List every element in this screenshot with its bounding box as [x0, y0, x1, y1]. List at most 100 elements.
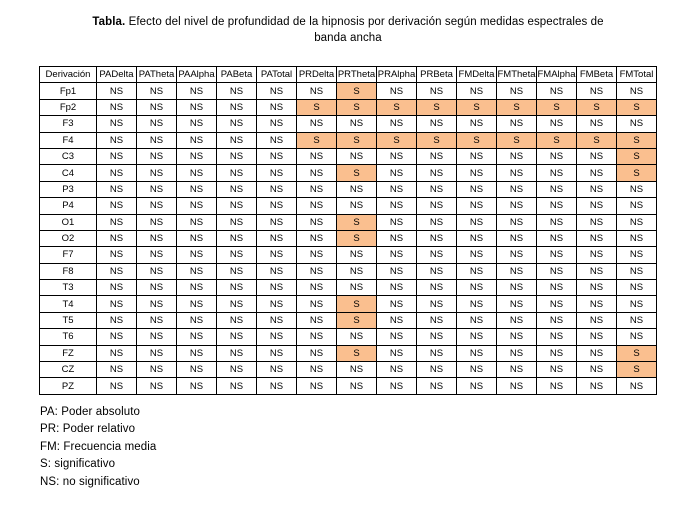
table-cell: NS	[496, 164, 537, 182]
table-cell: NS	[416, 344, 457, 363]
table-row: C3 NS NS NS NS NS NS NS NS NS NS NS NS NS S	[39, 147, 657, 166]
table-cell: NS	[216, 213, 257, 231]
table-cell: NS	[176, 147, 217, 166]
table-cell: NS	[96, 82, 137, 100]
table-cell: NS	[496, 361, 537, 379]
table-cell: S	[616, 147, 657, 166]
table-cell: NS	[256, 262, 297, 281]
table-cell: NS	[496, 197, 537, 215]
table-cell: NS	[496, 262, 537, 281]
table-cell: NS	[296, 311, 337, 330]
table-cell: NS	[376, 311, 417, 330]
row-label: T3	[39, 279, 97, 297]
table-cell: NS	[416, 197, 457, 215]
row-label: T5	[39, 311, 97, 330]
table-cell: NS	[256, 82, 297, 100]
table-cell: S	[576, 131, 617, 149]
table-cell: NS	[96, 328, 137, 346]
table-cell: NS	[416, 164, 457, 182]
table-cell: NS	[176, 180, 217, 199]
table-cell: S	[336, 82, 377, 100]
table-cell: S	[376, 98, 417, 117]
table-cell: NS	[576, 147, 617, 166]
legend: PA: Poder absoluto PR: Poder relativo FM…	[40, 404, 696, 492]
column-header: FMDelta	[456, 65, 497, 84]
table-cell: NS	[176, 98, 217, 117]
row-label: T4	[39, 295, 97, 313]
table-cell: NS	[136, 246, 177, 264]
table-cell: NS	[416, 328, 457, 346]
table-cell: NS	[96, 262, 137, 281]
table-cell: NS	[616, 229, 657, 248]
table-cell: NS	[416, 82, 457, 100]
table-cell: NS	[376, 115, 417, 133]
row-label: PZ	[39, 377, 97, 395]
table-cell: NS	[256, 295, 297, 313]
table-cell: NS	[456, 344, 497, 363]
table-cell: NS	[176, 377, 217, 395]
table-cell: NS	[176, 262, 217, 281]
table-cell: NS	[96, 229, 137, 248]
table-cell: NS	[216, 262, 257, 281]
table-row: F3 NS NS NS NS NS NS NS NS NS NS NS NS NS NS	[39, 115, 657, 133]
table-cell: NS	[416, 262, 457, 281]
table-cell: NS	[576, 311, 617, 330]
table-cell: NS	[216, 361, 257, 379]
table-cell: NS	[576, 246, 617, 264]
table-cell: NS	[176, 115, 217, 133]
row-label: P3	[39, 180, 97, 199]
table-cell: S	[336, 98, 377, 117]
table-cell: NS	[456, 295, 497, 313]
table-cell: NS	[456, 213, 497, 231]
table-cell: NS	[336, 328, 377, 346]
table-cell: NS	[536, 377, 577, 395]
table-cell: NS	[136, 344, 177, 363]
table-cell: NS	[256, 213, 297, 231]
table-cell: NS	[176, 311, 217, 330]
row-label: P4	[39, 197, 97, 215]
legend-line: PA: Poder absoluto	[40, 405, 141, 418]
table-row: T5 NS NS NS NS NS NS S NS NS NS NS NS NS NS	[39, 311, 657, 330]
table-cell: S	[336, 131, 377, 149]
table-cell: NS	[176, 279, 217, 297]
table-cell: NS	[256, 180, 297, 199]
table-cell: NS	[496, 180, 537, 199]
table-cell: NS	[616, 246, 657, 264]
table-row: Fp2 NS NS NS NS NS S S S S S S S S S	[39, 98, 657, 117]
table-cell: NS	[456, 82, 497, 100]
table-cell: NS	[296, 344, 337, 363]
table-cell: NS	[256, 246, 297, 264]
row-label: F3	[39, 115, 97, 133]
table-cell: NS	[496, 295, 537, 313]
table-cell: NS	[536, 197, 577, 215]
table-cell: NS	[216, 82, 257, 100]
table-cell: NS	[376, 180, 417, 199]
table-cell: NS	[216, 197, 257, 215]
table-cell: NS	[176, 164, 217, 182]
table-cell: NS	[136, 82, 177, 100]
table-cell: NS	[376, 262, 417, 281]
table-cell: S	[576, 98, 617, 117]
table-cell: NS	[296, 262, 337, 281]
table-cell: NS	[456, 229, 497, 248]
table-cell: NS	[296, 246, 337, 264]
column-header: FMTheta	[496, 65, 537, 84]
table-cell: NS	[96, 344, 137, 363]
table-cell: NS	[336, 246, 377, 264]
table-cell: NS	[216, 147, 257, 166]
table-cell: S	[336, 229, 377, 248]
table-cell: NS	[376, 361, 417, 379]
table-cell: NS	[136, 131, 177, 149]
table-cell: NS	[416, 115, 457, 133]
table-cell: S	[416, 98, 457, 117]
table-cell: NS	[336, 262, 377, 281]
table-cell: NS	[296, 328, 337, 346]
table-title-label: Tabla.	[92, 16, 126, 28]
column-header: FMBeta	[576, 65, 617, 84]
table-cell: NS	[616, 311, 657, 330]
table-cell: NS	[576, 164, 617, 182]
table-cell: NS	[256, 164, 297, 182]
table-cell: NS	[416, 147, 457, 166]
table-cell: NS	[576, 82, 617, 100]
table-cell: NS	[256, 147, 297, 166]
